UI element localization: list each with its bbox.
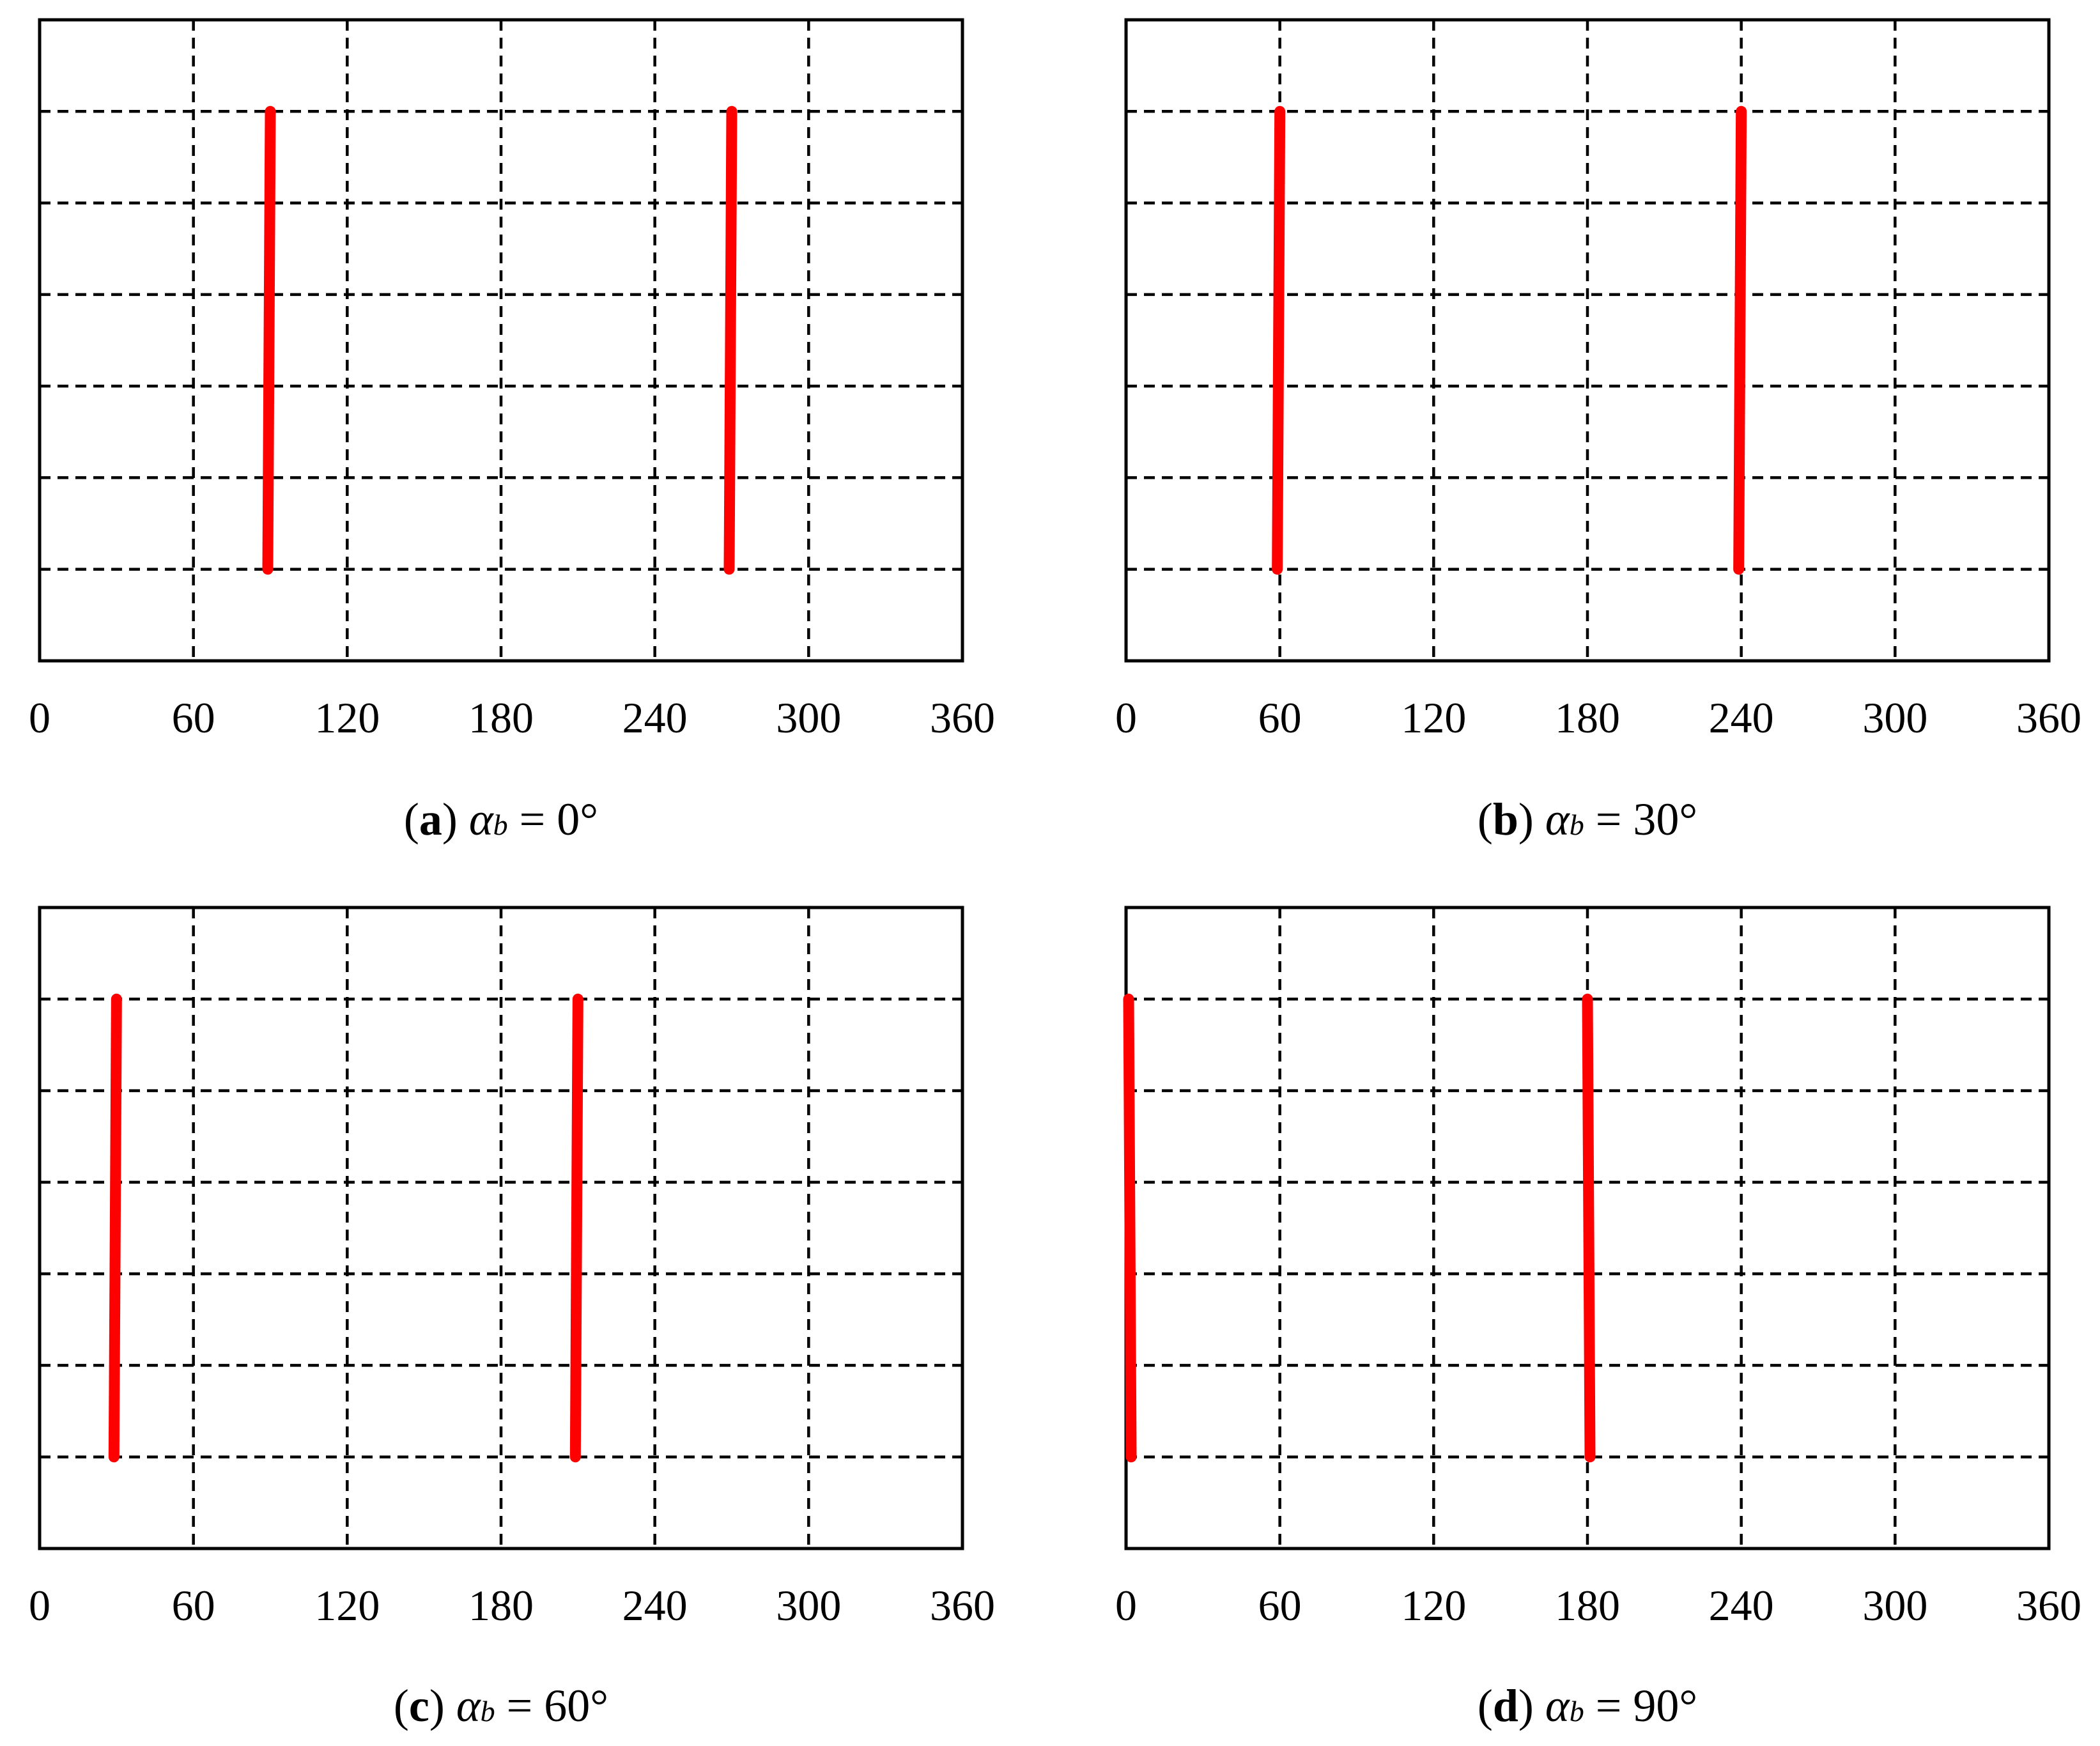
angle-subscript: b xyxy=(493,808,508,841)
x-tick-label: 300 xyxy=(776,1581,841,1630)
angle-value: 90° xyxy=(1633,1680,1697,1731)
panel-caption: (d) αb = 90° xyxy=(1478,1680,1697,1731)
angle-symbol: α xyxy=(1545,1680,1570,1731)
x-tick-label: 0 xyxy=(29,1581,50,1630)
x-tick-label: 120 xyxy=(1401,693,1466,742)
red-line-1 xyxy=(108,993,122,1463)
x-tick-label: 360 xyxy=(930,693,995,742)
red-line-1 xyxy=(1123,993,1137,1463)
panel-caption: (c) αb = 60° xyxy=(394,1680,608,1731)
x-tick-label: 360 xyxy=(2016,1581,2081,1630)
red-line-1 xyxy=(262,105,276,575)
angle-subscript: b xyxy=(481,1695,495,1727)
x-tick-label: 300 xyxy=(1862,693,1927,742)
panel-a: 0 60 120 180 240 300 360 (a) αb = 0° xyxy=(29,18,995,845)
red-line-1 xyxy=(1272,105,1286,575)
x-tick-label: 60 xyxy=(172,1581,215,1630)
plot-frame xyxy=(1124,18,2051,663)
panel-label: d xyxy=(1493,1680,1518,1731)
red-line-2 xyxy=(1733,105,1747,575)
angle-value: 0° xyxy=(557,794,598,845)
x-tick-label: 240 xyxy=(1709,1581,1774,1630)
panel-label: b xyxy=(1493,794,1518,845)
x-tick-label: 180 xyxy=(1555,693,1620,742)
red-line-2 xyxy=(569,993,583,1463)
x-tick-label: 300 xyxy=(776,693,841,742)
panel-label: a xyxy=(419,794,442,845)
x-tick-label: 180 xyxy=(1555,1581,1620,1630)
x-tick-label: 60 xyxy=(1258,1581,1302,1630)
x-tick-label: 0 xyxy=(1115,1581,1137,1630)
plot-frame xyxy=(38,906,964,1550)
red-line-2 xyxy=(1582,993,1596,1463)
panel-label: c xyxy=(409,1680,429,1731)
angle-symbol: α xyxy=(456,1680,481,1731)
x-tick-label: 0 xyxy=(29,693,50,742)
x-tick-label: 360 xyxy=(930,1581,995,1630)
x-tick-label: 240 xyxy=(1709,693,1774,742)
x-tick-label: 60 xyxy=(1258,693,1302,742)
angle-symbol: α xyxy=(469,794,494,845)
panel-c: 0 60 120 180 240 300 360 (c) αb = 60° xyxy=(29,906,995,1731)
red-line-2 xyxy=(723,105,737,575)
plot-frame xyxy=(38,18,964,663)
angle-value: 60° xyxy=(544,1680,608,1731)
panel-b: 0 60 120 180 240 300 360 (b) αb = 30° xyxy=(1115,18,2081,845)
x-tick-label: 240 xyxy=(622,1581,688,1630)
angle-symbol: α xyxy=(1545,794,1570,845)
x-tick-label: 180 xyxy=(468,693,534,742)
x-tick-label: 120 xyxy=(314,1581,380,1630)
angle-subscript: b xyxy=(1570,808,1584,841)
x-tick-label: 300 xyxy=(1862,1581,1927,1630)
x-tick-label: 120 xyxy=(1401,1581,1466,1630)
x-tick-label: 0 xyxy=(1115,693,1137,742)
x-tick-label: 240 xyxy=(622,693,688,742)
x-tick-label: 120 xyxy=(314,693,380,742)
x-tick-label: 60 xyxy=(172,693,215,742)
panel-d: 0 60 120 180 240 300 360 (d) αb = 90° xyxy=(1115,906,2081,1731)
angle-subscript: b xyxy=(1570,1695,1584,1727)
angle-value: 30° xyxy=(1633,794,1697,845)
x-tick-label: 360 xyxy=(2016,693,2081,742)
panel-caption: (a) αb = 0° xyxy=(404,794,598,845)
panel-caption: (b) αb = 30° xyxy=(1478,794,1697,845)
x-tick-label: 180 xyxy=(468,1581,534,1630)
